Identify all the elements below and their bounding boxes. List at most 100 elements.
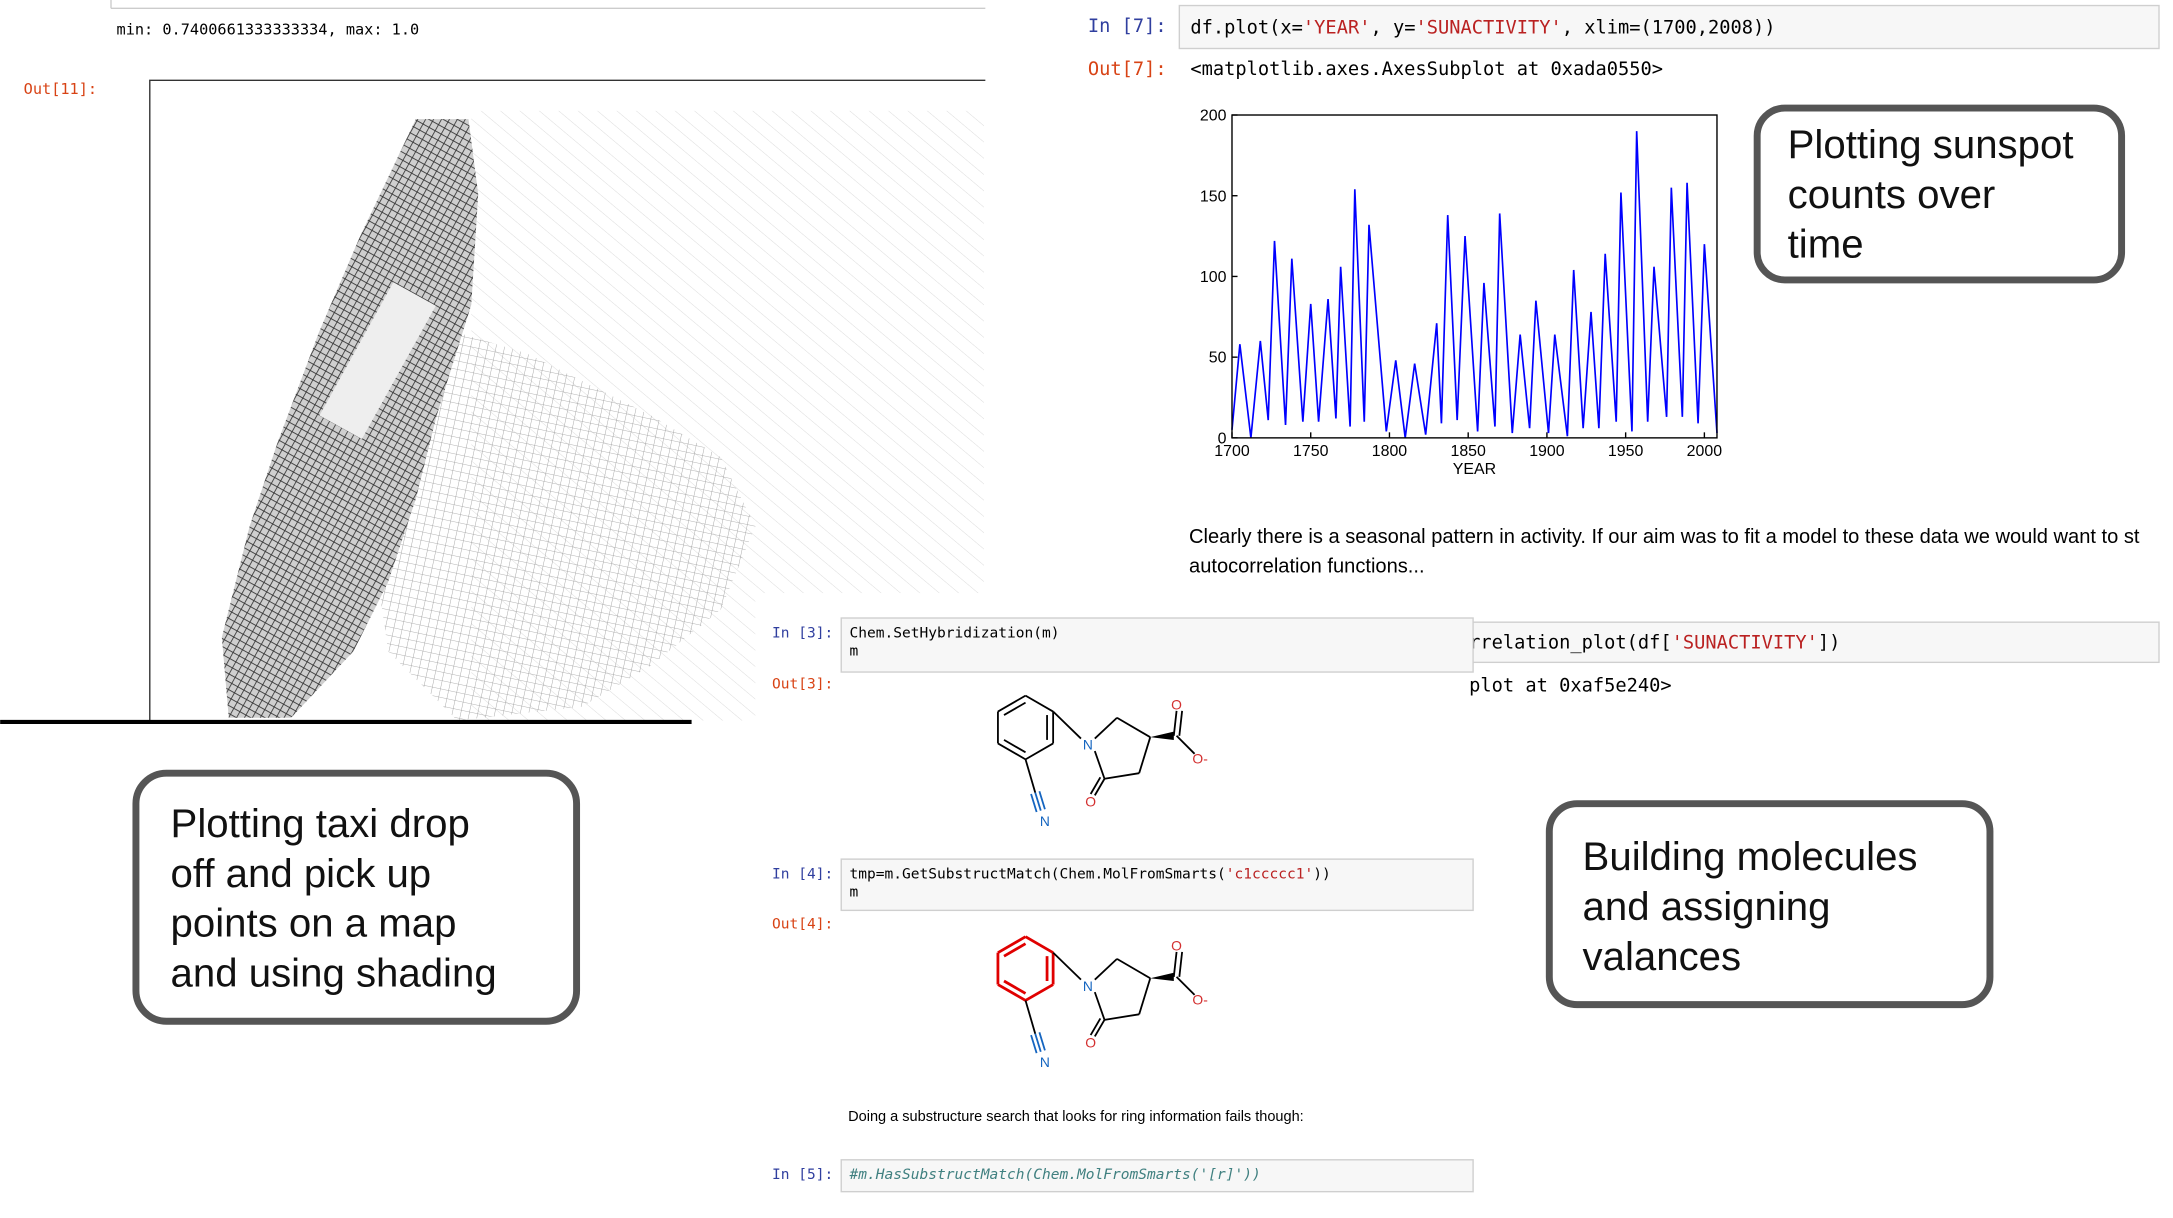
bond — [997, 742, 1026, 761]
atom-label: N — [1040, 1054, 1050, 1070]
atom-label: O — [1085, 1035, 1096, 1051]
bond — [1089, 776, 1102, 795]
bond — [1172, 710, 1178, 736]
bond — [1003, 701, 1026, 716]
bond — [1116, 958, 1151, 980]
code: tmp=m.GetSubstructMatch(Chem.MolFromSmar… — [850, 867, 1331, 901]
plot-frame — [1231, 114, 1718, 439]
bond — [1104, 772, 1140, 780]
y-tick-label: 0 — [1218, 430, 1227, 447]
atom-label: O- — [1192, 992, 1207, 1008]
y-tick-label: 200 — [1200, 108, 1227, 125]
bond — [1172, 951, 1178, 977]
bond — [1094, 1019, 1106, 1037]
code-cell — [840, 1159, 1474, 1193]
bond — [1178, 951, 1184, 977]
code-cell — [840, 617, 1474, 673]
bond — [1024, 935, 1054, 954]
sunspot-chart: 0 50 100 150 200 1700 1750 1800 1850 1900 1950 2000… — [1200, 108, 1722, 478]
bond — [1030, 1034, 1038, 1054]
bond — [1052, 951, 1082, 981]
atom-label: O — [1171, 938, 1182, 954]
caption: Plotting taxi drop off and pick up point… — [171, 801, 497, 996]
bond — [1024, 759, 1037, 793]
map-park — [319, 282, 436, 440]
output-text: <matplotlib.axes.AxesSubplot at 0xada055… — [1190, 59, 1663, 80]
bond — [1025, 694, 1054, 713]
bond — [1175, 976, 1196, 996]
bond — [997, 935, 1027, 954]
caption: Plotting sunspot counts over time — [1788, 122, 2085, 267]
bond — [1003, 739, 1026, 754]
y-tick-label: 50 — [1209, 350, 1227, 367]
map-brooklyn — [374, 332, 756, 721]
paragraph: Doing a substructure search that looks f… — [848, 1109, 1304, 1125]
paragraph: Clearly there is a seasonal pattern in a… — [1189, 526, 2145, 577]
x-tick-label: 1950 — [1608, 443, 1644, 460]
sunspot-panel: In [7]: df.plot(x='YEAR', y='SUNACTIVITY… — [1088, 4, 2160, 696]
out-prompt: Out[11]: — [24, 80, 97, 98]
code: #m.HasSubstructMatch(Chem.MolFromSmarts(… — [849, 1167, 1261, 1183]
atom-label: N — [1083, 978, 1093, 994]
bond — [1030, 793, 1038, 813]
atom-label: O — [1085, 793, 1096, 809]
code: df.plot(x='YEAR', y='SUNACTIVITY', xlim=… — [1190, 17, 1775, 38]
x-tick-label: 1800 — [1372, 443, 1408, 460]
bond — [1093, 991, 1106, 1021]
bond — [1003, 979, 1027, 995]
in-prompt: In [5]: — [772, 1167, 833, 1183]
bond — [1024, 1000, 1037, 1034]
caption-box — [1753, 104, 2126, 284]
atom-label: O — [1171, 696, 1182, 712]
bond — [1038, 790, 1046, 810]
x-tick-label: 1700 — [1214, 443, 1250, 460]
out-prompt: Out[7]: — [1088, 59, 1167, 80]
output-text: bplot at 0xaf5e240> — [1458, 675, 1672, 696]
bond — [1089, 1018, 1102, 1036]
molecule-panel: In [3]: Chem.SetHybridization(m) m Out[3]… — [755, 593, 1994, 1218]
bond — [1104, 1013, 1140, 1021]
in-prompt: In [3]: — [772, 625, 833, 641]
in-prompt: In [4]: — [772, 867, 833, 883]
bond — [1178, 710, 1184, 736]
atom-label: O- — [1192, 751, 1207, 767]
caption-box — [1545, 800, 1994, 1009]
bond — [997, 694, 1026, 713]
y-tick-label: 150 — [1200, 188, 1227, 205]
bond — [997, 983, 1027, 1002]
code: orrelation_plot(df['SUNACTIVITY']) — [1458, 632, 1841, 653]
out-prompt: Out[3]: — [772, 677, 833, 693]
bond — [1034, 792, 1042, 811]
image-frame — [149, 79, 986, 721]
y-tick-label: 100 — [1200, 269, 1227, 286]
bond — [1093, 750, 1106, 780]
output-text: min: 0.7400661333333334, max: 1.0 — [117, 21, 420, 39]
bond — [1116, 716, 1151, 738]
out-prompt: Out[4]: — [772, 916, 833, 932]
molecule: N N O O O- — [996, 935, 1208, 1070]
series-line — [1231, 131, 1718, 438]
bond — [1138, 736, 1152, 774]
caption-box — [132, 769, 581, 1025]
bond — [1094, 717, 1118, 740]
caption: Building molecules and assigning valance… — [1583, 834, 1929, 979]
bond — [1025, 742, 1054, 761]
code-cell — [840, 858, 1474, 912]
in-prompt: In [7]: — [1088, 16, 1167, 37]
x-tick-label: 1850 — [1450, 443, 1486, 460]
bond — [1038, 1032, 1046, 1051]
code-cell — [1468, 621, 2160, 664]
bond — [1094, 778, 1106, 796]
bond — [1175, 735, 1196, 755]
molecule: N N O O O- — [997, 694, 1208, 829]
code-cell — [1178, 4, 2160, 50]
bond — [1003, 942, 1027, 958]
bond — [1094, 958, 1118, 981]
x-axis-label: YEAR — [1453, 461, 1496, 478]
bond — [1052, 710, 1082, 740]
bond — [1024, 983, 1054, 1002]
x-tick-label: 1900 — [1529, 443, 1565, 460]
